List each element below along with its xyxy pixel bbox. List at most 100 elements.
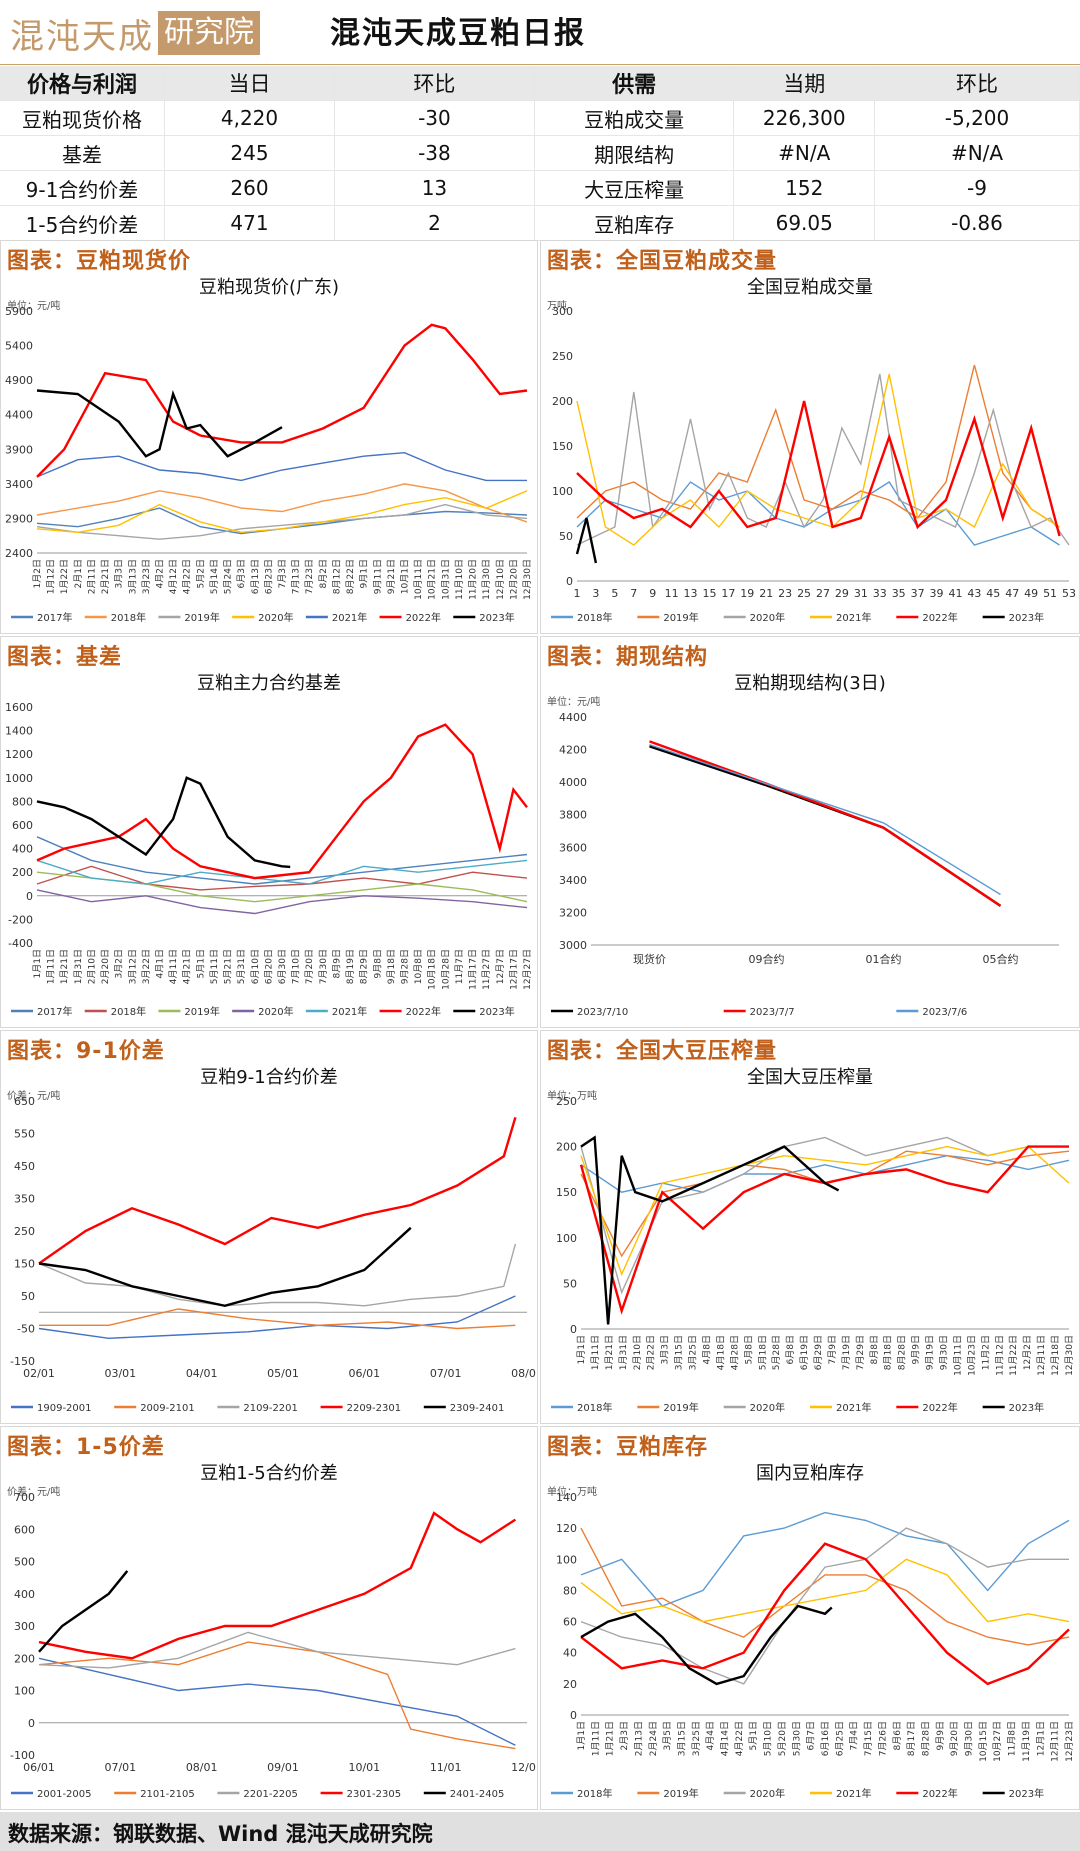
x-tick-label: 1月1日	[576, 1335, 587, 1364]
legend-label: 2021年	[332, 1005, 367, 1018]
x-tick-label: 4月22日	[734, 1721, 745, 1756]
y-tick-label: -50	[17, 1323, 35, 1336]
legend-label: 2021年	[332, 611, 367, 624]
x-tick-label: 11月22日	[1008, 1335, 1019, 1376]
x-tick-label: 12月30日	[522, 559, 533, 600]
legend-label: 2018年	[111, 1005, 146, 1018]
x-tick-label: 2月24日	[648, 1721, 659, 1756]
report-title: 混沌天成豆粕日报	[330, 16, 586, 51]
x-tick-label: 12月30日	[1064, 1335, 1075, 1376]
x-tick-label: 1月11日	[46, 949, 57, 984]
row-value: 471	[164, 205, 336, 241]
x-tick-label: 10月18日	[427, 949, 438, 990]
y-tick-label: 800	[12, 795, 33, 808]
series-line-2209-2301	[38, 1116, 517, 1265]
legend-label: 2019年	[184, 1005, 219, 1018]
x-tick-label: 25	[797, 587, 811, 600]
legend-label: 2301-2305	[347, 1789, 402, 1800]
series-line-2021年	[36, 859, 528, 885]
x-tick-label: 19	[740, 587, 754, 600]
x-tick-label: 6月3日	[236, 559, 247, 588]
x-tick-label: 2月21日	[100, 559, 111, 594]
x-tick-label: 39	[930, 587, 944, 600]
x-tick-label: 05/01	[267, 1367, 299, 1380]
y-tick-label: 3900	[5, 443, 33, 456]
legend-label: 2017年	[37, 611, 72, 624]
legend-label: 2018年	[577, 611, 612, 624]
y-tick-label: 4400	[559, 711, 587, 724]
legend-label: 2109-2201	[243, 1403, 298, 1414]
x-tick-label: 7月23日	[304, 559, 315, 594]
chart-title: 豆粕期现结构(3日)	[734, 673, 886, 694]
x-tick-label: 6月8日	[785, 1335, 796, 1364]
x-tick-label: 10月8日	[413, 949, 424, 984]
x-tick-label: 12月10日	[495, 559, 506, 600]
y-tick-label: 140	[556, 1491, 577, 1504]
x-tick-label: 1月1日	[32, 949, 43, 978]
x-tick-label: 12月11日	[1036, 1335, 1047, 1376]
chart-unit: 单位：元/吨	[547, 695, 600, 708]
legend-label: 2023年	[479, 611, 514, 624]
series-line-2019年	[580, 1150, 1070, 1258]
x-tick-label: 4月2日	[155, 559, 166, 588]
row-change: -9	[874, 170, 1080, 206]
x-tick-label: 1月11日	[590, 1721, 601, 1756]
company-logo: 混沌天成 研究院	[10, 10, 260, 57]
summary-row: 9-1合约价差 260 13 大豆压榨量 152 -9	[0, 170, 1080, 206]
x-tick-label: 1月1日	[576, 1721, 587, 1750]
panel-title: 图表：1-5价差	[7, 1435, 165, 1460]
x-tick-label: 10月27日	[992, 1721, 1003, 1762]
x-tick-label: 3月23日	[141, 559, 152, 594]
x-tick-label: 10月28日	[440, 949, 451, 990]
x-tick-label: 10月11日	[413, 559, 424, 600]
x-tick-label: 7月10日	[291, 949, 302, 984]
x-tick-label: 8月17日	[906, 1721, 917, 1756]
legend-label: 2019年	[663, 611, 698, 624]
x-tick-label: 49	[1024, 587, 1038, 600]
x-tick-label: 05合约	[983, 952, 1019, 966]
chart-unit: 万吨	[547, 299, 567, 312]
series-line-2022年	[36, 323, 528, 478]
series-line-2020年	[576, 373, 1070, 546]
panel-basis: 图表：基差 豆粕主力合约基差 -400 -200 0 200 400 600 800 1000 1…	[0, 636, 538, 1028]
x-tick-label: 9月19日	[925, 1335, 936, 1370]
x-tick-label: 6月7日	[806, 1721, 817, 1750]
y-tick-label: 4200	[559, 744, 587, 757]
x-tick-label: 7月19日	[841, 1335, 852, 1370]
legend-label: 2023年	[1009, 1401, 1044, 1414]
x-tick-label: 5月11日	[209, 949, 220, 984]
x-tick-label: 06/01	[348, 1367, 380, 1380]
series-line-2109-2201	[38, 1243, 517, 1307]
legend-label: 2018年	[577, 1401, 612, 1414]
x-tick-label: 2月10日	[86, 949, 97, 984]
series-line-2301-2305	[38, 1511, 517, 1660]
row-change: -5,200	[874, 100, 1080, 136]
x-tick-label: 11月27日	[481, 949, 492, 990]
row-value: 260	[164, 170, 336, 206]
x-tick-label: 1月11日	[590, 1335, 601, 1370]
x-tick-label: 11月8日	[1007, 1721, 1018, 1756]
panel-crush: 图表：全国大豆压榨量 全国大豆压榨量 单位：万吨 0 50 100 150 200 250 1月…	[540, 1030, 1080, 1424]
x-tick-label: 6月13日	[250, 559, 261, 594]
x-tick-label: 2月20日	[100, 949, 111, 984]
x-tick-label: 3月13日	[127, 559, 138, 594]
y-tick-label: 50	[563, 1277, 577, 1290]
x-tick-label: 06/01	[23, 1761, 55, 1774]
x-tick-label: 8月19日	[345, 949, 356, 984]
series-line-2021年	[580, 1558, 1070, 1623]
y-tick-label: 0	[26, 890, 33, 903]
legend-label: 2309-2401	[450, 1403, 505, 1414]
y-tick-label: 4400	[5, 409, 33, 422]
x-tick-label: 2月22日	[646, 1335, 657, 1370]
x-tick-label: 4月21日	[182, 949, 193, 984]
legend-label: 2021年	[836, 1787, 871, 1800]
y-tick-label: 650	[14, 1095, 35, 1108]
x-tick-label: 1月12日	[46, 559, 57, 594]
y-tick-label: 300	[552, 305, 573, 318]
y-tick-label: 3000	[559, 939, 587, 952]
y-tick-label: 120	[556, 1522, 577, 1535]
x-tick-label: 41	[948, 587, 962, 600]
summary-row: 1-5合约价差 471 2 豆粕库存 69.05 -0.86	[0, 205, 1080, 241]
